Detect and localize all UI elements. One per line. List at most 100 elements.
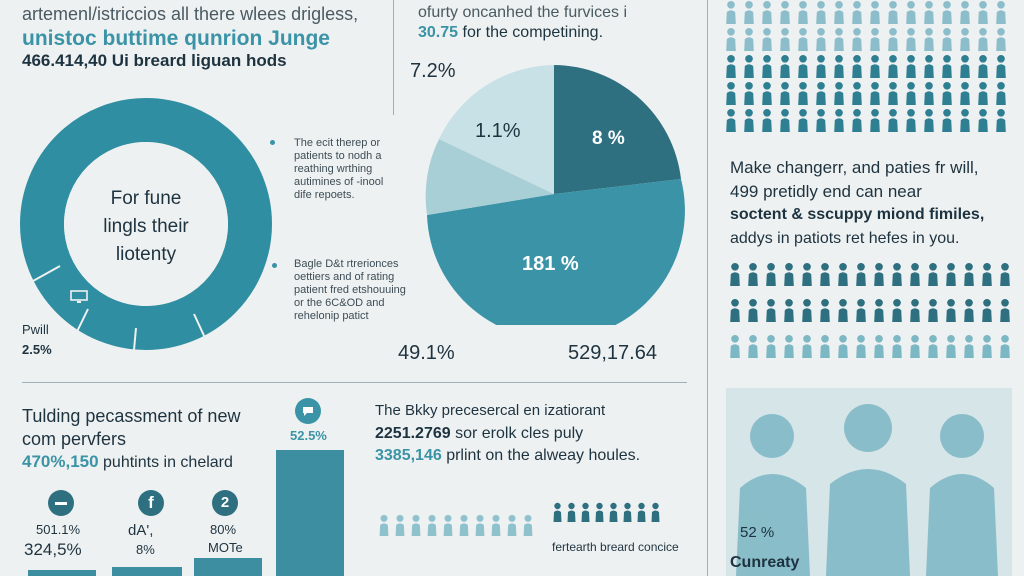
person-icon <box>394 514 406 536</box>
person-icon <box>940 108 954 132</box>
bottom-center-number-1: 2251.2769 <box>375 425 451 442</box>
bar-2 <box>112 567 182 576</box>
person-icon <box>796 27 810 51</box>
col1-value-b: 324,5% <box>24 540 82 559</box>
donut-center-line-2: lingls their <box>103 216 189 237</box>
person-icon <box>890 334 904 358</box>
person-icon <box>962 262 976 286</box>
person-icon <box>944 334 958 358</box>
person-icon <box>442 514 454 536</box>
person-icon <box>818 262 832 286</box>
person-icon <box>890 298 904 322</box>
person-icon <box>832 54 846 78</box>
person-icon <box>904 108 918 132</box>
person-icon <box>796 108 810 132</box>
right-line-3: soctent & sscuppy miond fimiles, <box>730 206 985 223</box>
person-icon <box>474 514 486 536</box>
person-icon <box>800 334 814 358</box>
bullet-dot <box>270 140 275 145</box>
note-1-line: reathing wrthing <box>294 163 373 175</box>
person-icon <box>904 27 918 51</box>
note-1-line: dife repoets. <box>294 189 355 201</box>
person-icon <box>724 27 738 51</box>
pie-slice-label-a: 1.1% <box>475 120 521 142</box>
person-icon <box>742 27 756 51</box>
note-2-line: oettiers and of rating <box>294 271 395 283</box>
person-icon <box>904 81 918 105</box>
person-icon <box>746 262 760 286</box>
note-1-line: patients to nodh a <box>294 150 382 162</box>
person-icon <box>814 0 828 24</box>
bottom-center-text-1: sor erolk cles puly <box>455 425 584 442</box>
person-icon <box>778 108 792 132</box>
headline-line-1: artemenl/istriccios all there wlees drig… <box>22 4 359 24</box>
person-icon <box>832 27 846 51</box>
bar-3 <box>194 558 262 576</box>
person-icon <box>872 298 886 322</box>
bottom-center-line-3: 3385,146 prlint on the alweay houles. <box>375 447 640 465</box>
person-icon <box>958 54 972 78</box>
person-icon <box>724 54 738 78</box>
person-icon <box>962 334 976 358</box>
person-icon <box>908 298 922 322</box>
person-icon <box>886 54 900 78</box>
donut-center-line-3: liotenty <box>115 244 177 265</box>
person-icon <box>958 27 972 51</box>
person-icon <box>872 262 886 286</box>
person-icon <box>782 334 796 358</box>
person-icon <box>746 334 760 358</box>
person-icon <box>814 27 828 51</box>
divider <box>393 0 394 115</box>
person-icon <box>904 54 918 78</box>
headline-line-2: unistoc buttime qunrion Junge <box>22 27 330 50</box>
person-icon <box>926 298 940 322</box>
person-icon <box>976 27 990 51</box>
person-icon <box>962 298 976 322</box>
right-line-1: Make changerr, and paties fr will, <box>730 158 979 177</box>
people-row-bottom-right <box>552 502 672 532</box>
person-icon <box>980 262 994 286</box>
person-icon <box>922 54 936 78</box>
person-icon <box>490 514 502 536</box>
person-icon <box>886 81 900 105</box>
donut-center-label: For fune lingls their liotenty <box>96 185 196 269</box>
bottom-left-line-1: Tulding pecassment of new <box>22 406 241 426</box>
person-icon <box>728 298 742 322</box>
person-icon <box>976 81 990 105</box>
person-icon <box>636 502 647 522</box>
person-icon <box>728 334 742 358</box>
note-2: Bagle D&t rtrerionces oettiers and of ra… <box>294 258 406 323</box>
pie-bottom-right-value: 529,17.64 <box>568 342 657 364</box>
person-icon <box>940 54 954 78</box>
person-icon <box>998 298 1012 322</box>
person-icon <box>994 54 1008 78</box>
person-icon <box>742 81 756 105</box>
person-icon <box>800 262 814 286</box>
person-icon <box>868 27 882 51</box>
person-icon <box>908 334 922 358</box>
person-icon <box>760 81 774 105</box>
bar-1 <box>28 570 96 576</box>
person-icon <box>976 54 990 78</box>
person-icon <box>426 514 438 536</box>
note-2-line: Bagle D&t rtrerionces <box>294 258 399 270</box>
person-icon <box>764 334 778 358</box>
bullet-dot <box>272 263 277 268</box>
person-icon <box>944 298 958 322</box>
person-icon <box>778 0 792 24</box>
bar-top-pct: 52.5% <box>290 428 327 443</box>
person-icon <box>764 262 778 286</box>
person-icon <box>958 81 972 105</box>
person-icon <box>836 334 850 358</box>
person-icon <box>778 54 792 78</box>
top-center-number: 30.75 <box>418 24 459 41</box>
person-icon <box>994 0 1008 24</box>
minus-icon <box>48 490 74 516</box>
person-icon <box>850 54 864 78</box>
col3-value-b: MOTe <box>208 540 243 555</box>
pie-slice-label-c: 181 % <box>522 253 579 275</box>
note-1-line: autimines of -inool <box>294 176 384 188</box>
person-icon <box>832 0 846 24</box>
person-icon <box>818 334 832 358</box>
donut-chart <box>18 96 274 352</box>
